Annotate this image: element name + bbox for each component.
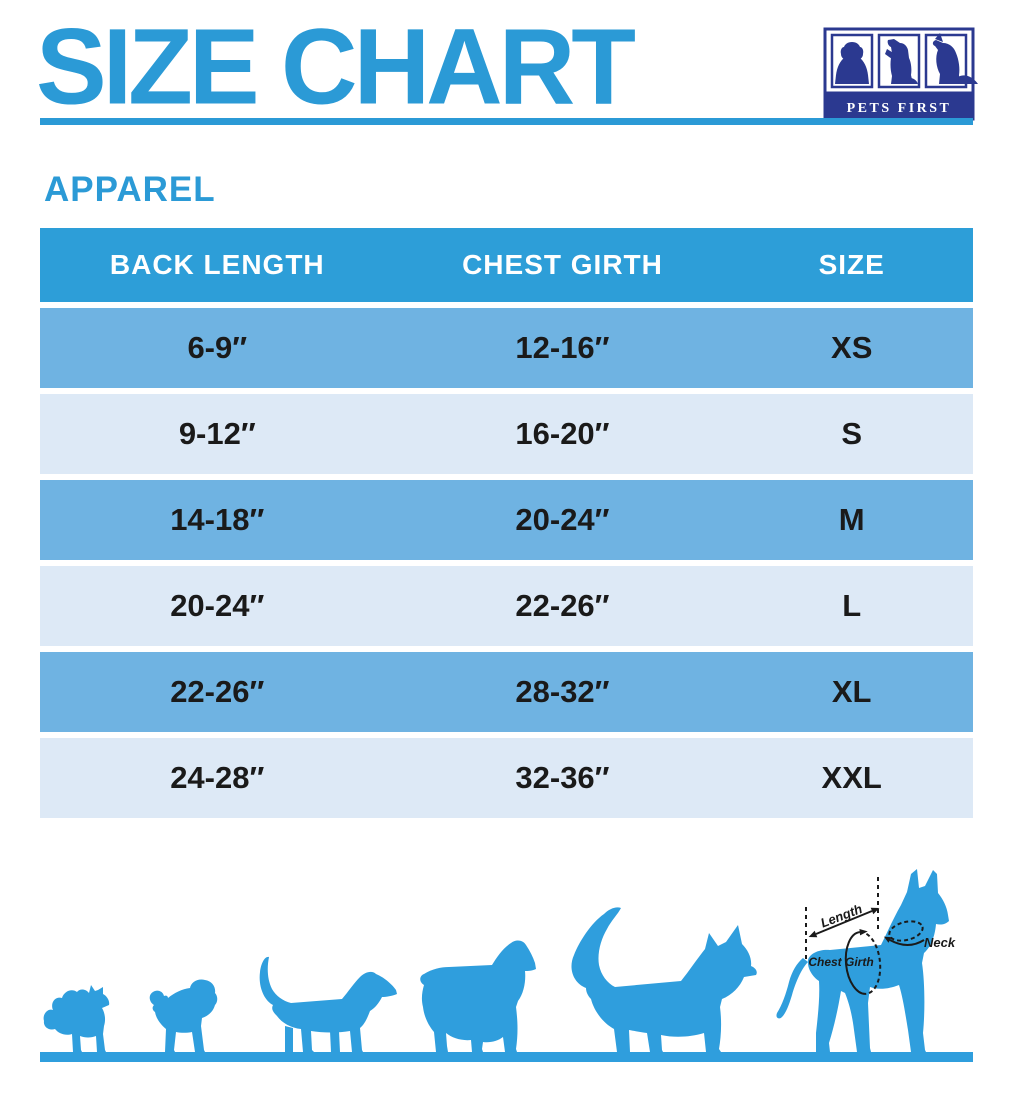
back-length-value: 14-18″	[170, 502, 265, 537]
length-label: Length	[818, 901, 864, 931]
chest-girth-value: 22-26″	[515, 588, 610, 623]
back-length-value: 24-28″	[170, 760, 265, 795]
shepherd-dog-icon	[932, 33, 978, 84]
table-header-row: BACK LENGTH CHEST GIRTH SIZE	[40, 228, 973, 302]
col-header-size: SIZE	[818, 249, 885, 280]
table-row: 14-18″ 20-24″ M	[40, 480, 973, 560]
beagle-silhouette	[259, 956, 397, 1052]
chest-girth-value: 32-36″	[515, 760, 610, 795]
pug-silhouette	[149, 979, 218, 1052]
table-row: 9-12″ 16-20″ S	[40, 394, 973, 474]
chest-girth-value: 28-32″	[515, 674, 610, 709]
neck-ellipse	[888, 920, 924, 942]
pomeranian-silhouette	[43, 985, 110, 1052]
chest-girth-value: 20-24″	[515, 502, 610, 537]
section-heading: APPAREL	[44, 170, 216, 209]
apparel-size-table: BACK LENGTH CHEST GIRTH SIZE 6-9″ 12-16″…	[40, 228, 973, 818]
size-value: XXL	[821, 760, 882, 795]
husky-silhouette	[571, 907, 757, 1052]
page-title: SIZE CHART	[36, 6, 636, 128]
cocker-spaniel-silhouette	[420, 940, 536, 1052]
chest-girth-value: 12-16″	[515, 330, 610, 365]
title-underline	[40, 118, 973, 125]
size-value: S	[841, 416, 863, 451]
ground-bar	[40, 1052, 973, 1062]
sitting-dog-icon	[835, 42, 869, 84]
length-arrow	[808, 907, 880, 938]
back-length-value: 9-12″	[178, 416, 256, 451]
great-dane-silhouette	[776, 869, 949, 1052]
size-value: XS	[831, 330, 873, 365]
table-row: 6-9″ 12-16″ XS	[40, 308, 973, 388]
chest-girth-label: Chest Girth	[808, 955, 873, 969]
table-row: 20-24″ 22-26″ L	[40, 566, 973, 646]
table-row: 24-28″ 32-36″ XXL	[40, 738, 973, 818]
pets-first-logo: PETS FIRST	[823, 27, 978, 121]
col-header-back-length: BACK LENGTH	[109, 249, 325, 280]
measurement-annotations	[805, 877, 925, 995]
chest-girth-ellipse	[844, 928, 882, 995]
begging-dog-icon	[885, 39, 918, 84]
size-value: L	[842, 588, 862, 623]
col-header-chest-girth: CHEST GIRTH	[462, 249, 663, 280]
back-length-value: 22-26″	[170, 674, 265, 709]
neck-arrow	[883, 936, 925, 946]
size-value: M	[838, 502, 865, 537]
neck-label: Neck	[924, 935, 956, 950]
logo-banner: PETS FIRST	[823, 91, 975, 121]
back-length-value: 20-24″	[170, 588, 265, 623]
size-value: XL	[831, 674, 872, 709]
chest-girth-value: 16-20″	[515, 416, 610, 451]
table-row: 22-26″ 28-32″ XL	[40, 652, 973, 732]
dog-size-lineup: Length Neck Chest Girth	[40, 869, 973, 1062]
back-length-value: 6-9″	[187, 330, 248, 365]
logo-brand-text: PETS FIRST	[847, 101, 952, 116]
